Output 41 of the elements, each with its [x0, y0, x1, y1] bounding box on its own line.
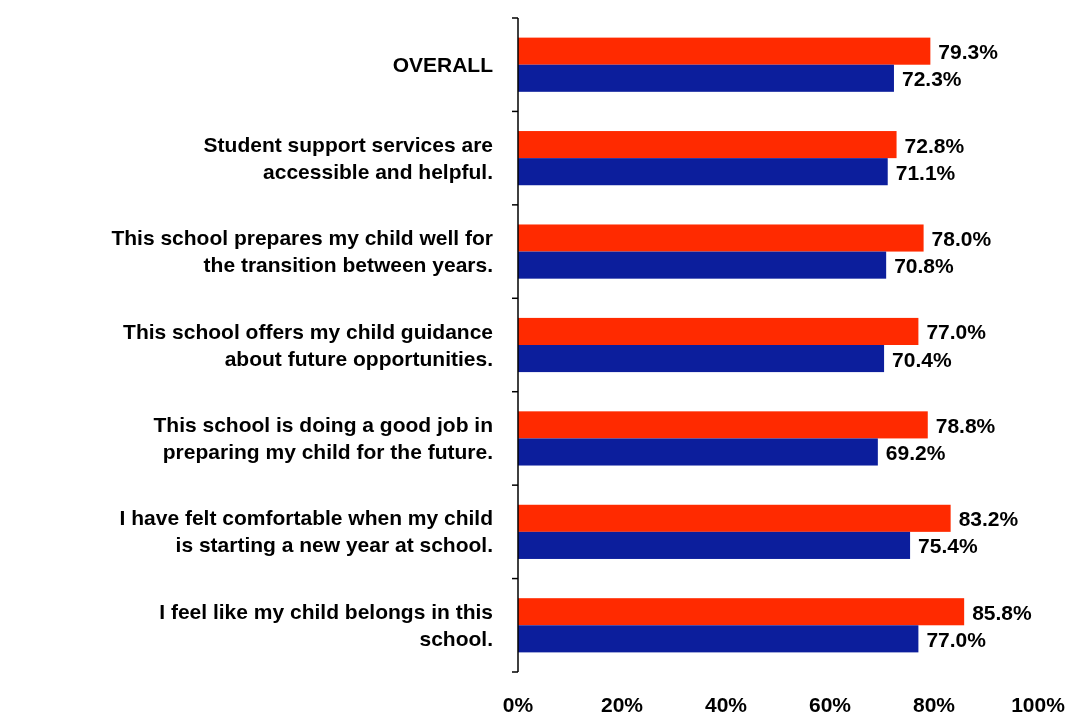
- bar: [518, 504, 951, 532]
- y-tick-label: I feel like my child belongs in this school.: [159, 599, 493, 650]
- data-label: 70.4%: [892, 347, 952, 371]
- bar: [518, 438, 878, 466]
- bar: [518, 531, 911, 559]
- bar: [518, 37, 931, 65]
- x-tick-label: 80%: [912, 693, 956, 716]
- data-label: 75.4%: [918, 534, 978, 558]
- bar: [518, 251, 887, 279]
- data-label: 72.8%: [904, 133, 965, 157]
- bar: [518, 317, 919, 345]
- bar: [518, 158, 888, 186]
- x-tick-label: 0%: [502, 693, 534, 716]
- data-label: 78.8%: [935, 413, 996, 437]
- data-label: 70.8%: [894, 254, 955, 278]
- bar: [518, 598, 965, 626]
- y-tick-label: This school prepares my child well for the transition between years.: [111, 226, 493, 277]
- y-tick-label: I have felt comfortable when my child is starting a new year at school.: [119, 506, 493, 557]
- data-label: 85.8%: [972, 600, 1033, 624]
- y-tick-label: OVERALL: [392, 52, 494, 76]
- x-tick-label: 20%: [600, 693, 644, 716]
- data-label: 77.0%: [926, 320, 987, 344]
- data-label: 77.0%: [926, 627, 987, 651]
- bar: [518, 345, 885, 373]
- bar: [518, 131, 897, 159]
- y-tick-label: This school is doing a good job in preparing my child for the future.: [153, 412, 493, 463]
- data-label: 78.0%: [931, 227, 992, 251]
- bar: [518, 625, 919, 653]
- bar: [518, 224, 924, 252]
- x-tick-label: 40%: [704, 693, 748, 716]
- y-tick-label: This school offers my child guidance about future opportunities.: [123, 319, 493, 370]
- data-label: 71.1%: [895, 160, 956, 184]
- data-label: 83.2%: [958, 507, 1019, 531]
- bar: [518, 64, 894, 92]
- x-tick-label: 100%: [1011, 693, 1066, 716]
- x-tick-label: 60%: [808, 693, 852, 716]
- y-tick-label: Student support services are accessible and helpful.: [203, 132, 493, 183]
- data-label: 69.2%: [885, 440, 946, 464]
- bar: [518, 411, 928, 439]
- data-label: 79.3%: [938, 40, 999, 64]
- data-label: 72.3%: [901, 67, 962, 91]
